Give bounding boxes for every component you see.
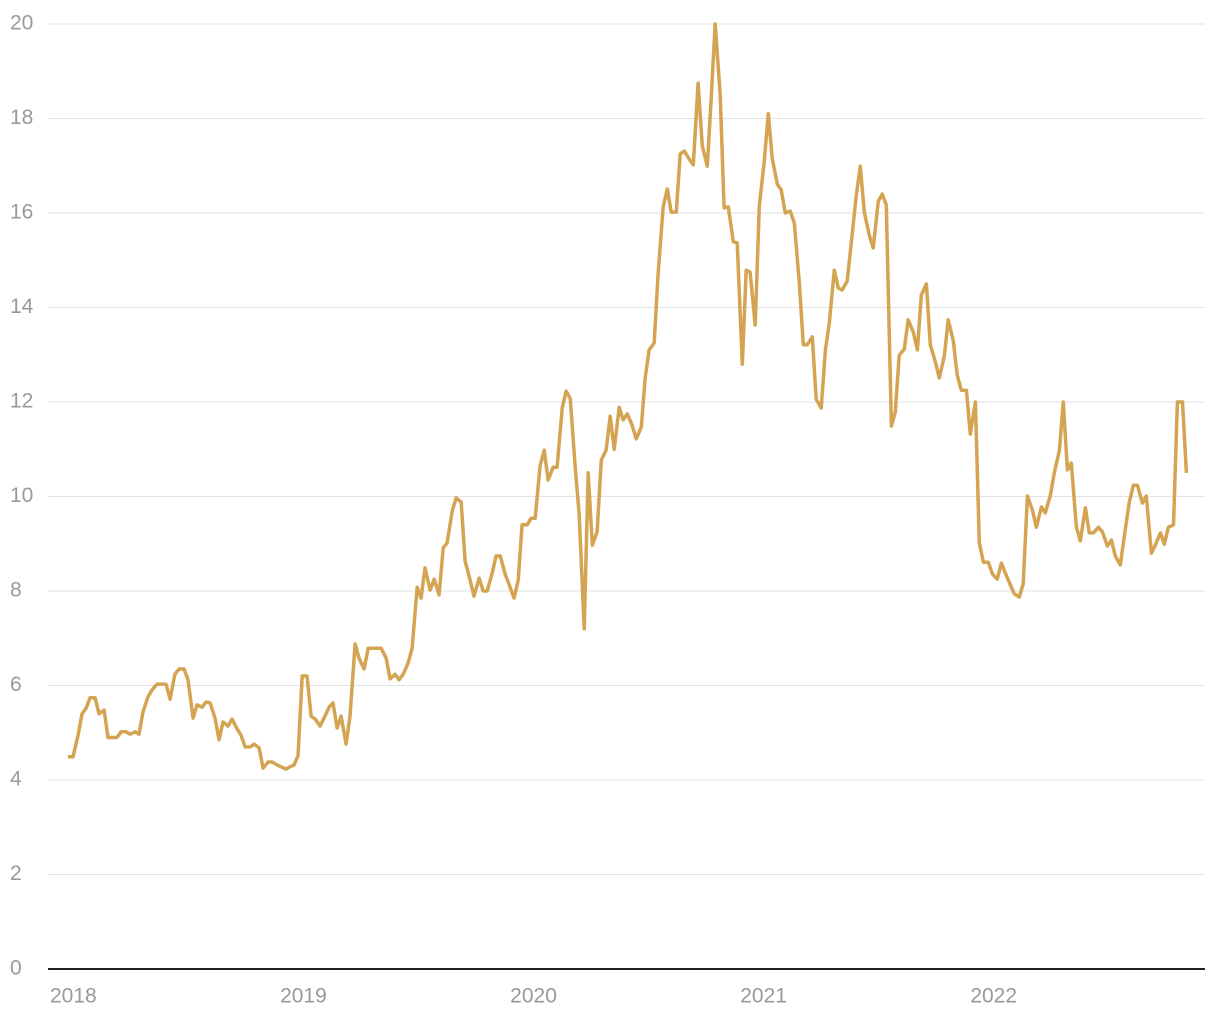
y-tick-label: 0 <box>10 957 22 980</box>
y-tick-label: 8 <box>10 579 22 602</box>
y-tick-label: 14 <box>10 295 34 318</box>
y-tick-label: 10 <box>10 484 33 507</box>
data-line <box>67 22 1189 771</box>
y-tick-label: 6 <box>10 673 22 696</box>
y-tick-label: 16 <box>10 201 33 224</box>
x-tick-label: 2020 <box>510 985 557 1008</box>
y-tick-label: 2 <box>10 862 22 885</box>
x-tick-label: 2022 <box>970 985 1017 1008</box>
x-tick-label: 2021 <box>740 985 787 1008</box>
x-tick-label: 2019 <box>280 985 327 1008</box>
y-tick-label: 18 <box>10 106 33 129</box>
y-tick-label: 4 <box>10 768 22 791</box>
y-tick-label: 12 <box>10 390 33 413</box>
y-tick-label: 20 <box>10 12 33 35</box>
x-tick-label: 2018 <box>50 985 97 1008</box>
